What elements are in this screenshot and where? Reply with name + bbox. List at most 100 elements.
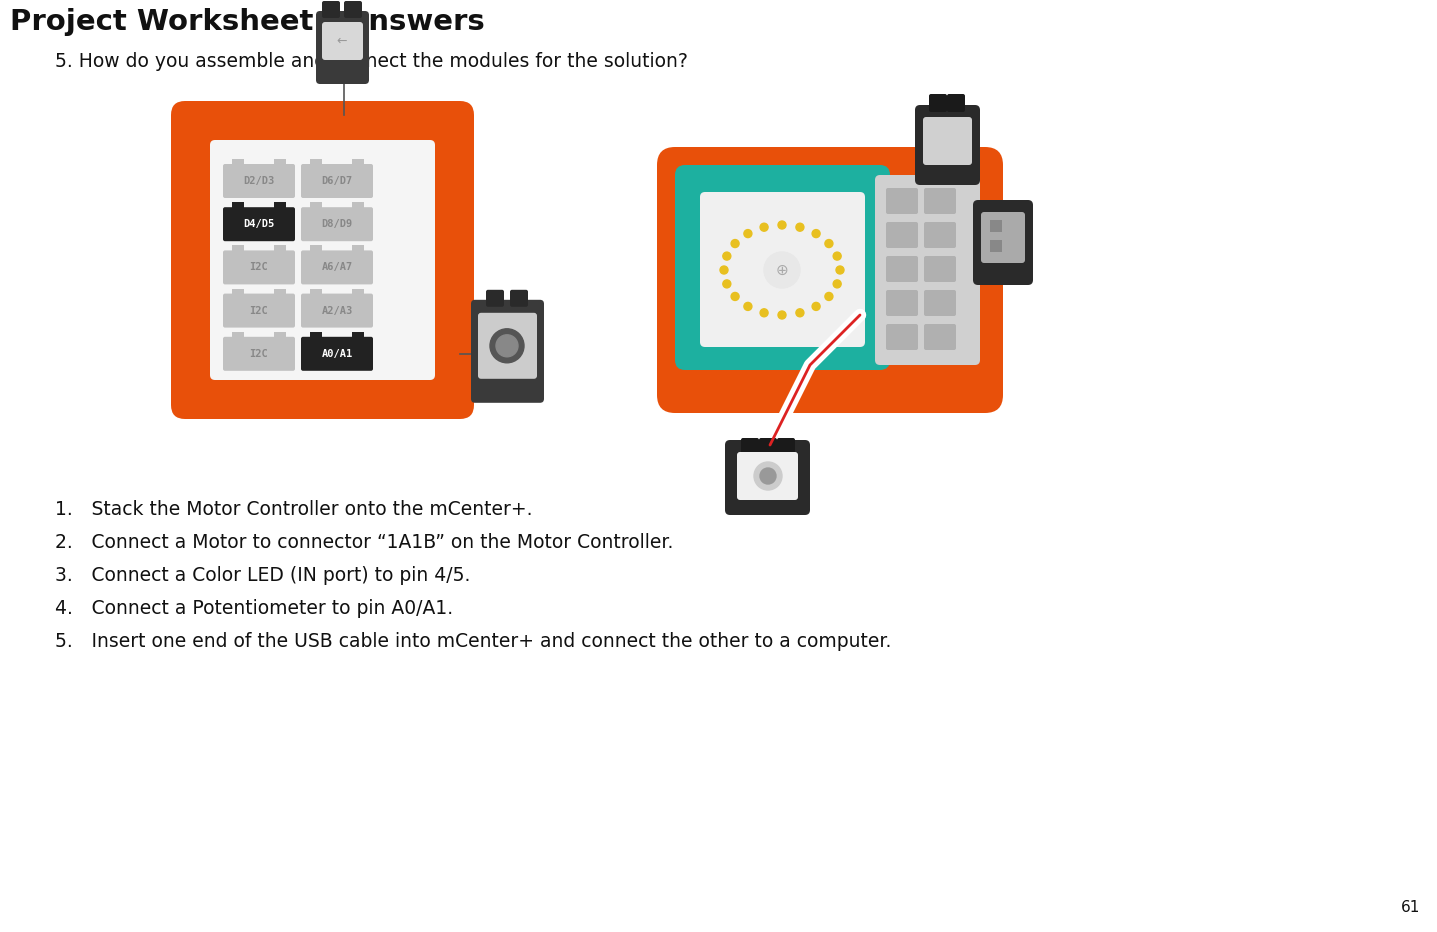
Text: A0/A1: A0/A1 [322, 349, 352, 359]
FancyBboxPatch shape [231, 202, 244, 209]
Circle shape [796, 223, 803, 231]
Text: D2/D3: D2/D3 [243, 176, 274, 186]
Text: A6/A7: A6/A7 [322, 263, 352, 272]
FancyBboxPatch shape [310, 202, 322, 209]
FancyBboxPatch shape [675, 165, 890, 370]
FancyBboxPatch shape [343, 1, 362, 18]
FancyBboxPatch shape [231, 159, 244, 166]
Circle shape [723, 252, 731, 260]
Text: 5. Insert one end of the USB cable into mCenter+ and connect the other to a comp: 5. Insert one end of the USB cable into … [55, 632, 891, 651]
Circle shape [760, 308, 769, 317]
Circle shape [836, 266, 844, 274]
FancyBboxPatch shape [471, 300, 545, 403]
FancyBboxPatch shape [887, 256, 918, 282]
Circle shape [744, 229, 752, 238]
Circle shape [723, 280, 731, 288]
Circle shape [731, 293, 739, 300]
FancyBboxPatch shape [231, 245, 244, 253]
FancyBboxPatch shape [924, 290, 956, 316]
FancyBboxPatch shape [990, 220, 1002, 232]
FancyBboxPatch shape [887, 290, 918, 316]
Text: D6/D7: D6/D7 [322, 176, 352, 186]
FancyBboxPatch shape [210, 140, 435, 380]
FancyBboxPatch shape [700, 192, 865, 347]
Text: I2C: I2C [250, 263, 269, 272]
FancyBboxPatch shape [510, 290, 527, 307]
Circle shape [833, 252, 841, 260]
FancyBboxPatch shape [274, 289, 286, 295]
Circle shape [777, 221, 786, 229]
FancyBboxPatch shape [300, 207, 374, 241]
Circle shape [812, 302, 821, 310]
FancyBboxPatch shape [486, 290, 504, 307]
FancyBboxPatch shape [352, 202, 364, 209]
Circle shape [754, 462, 782, 490]
FancyBboxPatch shape [223, 294, 295, 328]
FancyBboxPatch shape [887, 222, 918, 248]
FancyBboxPatch shape [322, 22, 364, 60]
Text: ←: ← [336, 34, 348, 48]
FancyBboxPatch shape [923, 117, 971, 165]
FancyBboxPatch shape [223, 207, 295, 241]
FancyBboxPatch shape [990, 240, 1002, 252]
Circle shape [760, 223, 769, 231]
Text: 1. Stack the Motor Controller onto the mCenter+.: 1. Stack the Motor Controller onto the m… [55, 500, 533, 519]
Text: A2/A3: A2/A3 [322, 306, 352, 316]
FancyBboxPatch shape [352, 245, 364, 253]
Text: 61: 61 [1401, 900, 1420, 915]
FancyBboxPatch shape [231, 289, 244, 295]
FancyBboxPatch shape [274, 202, 286, 209]
FancyBboxPatch shape [223, 251, 295, 284]
FancyBboxPatch shape [300, 336, 374, 371]
FancyBboxPatch shape [274, 159, 286, 166]
FancyBboxPatch shape [981, 212, 1025, 263]
FancyBboxPatch shape [928, 94, 947, 112]
Text: D8/D9: D8/D9 [322, 219, 352, 229]
FancyBboxPatch shape [924, 256, 956, 282]
FancyBboxPatch shape [741, 438, 759, 455]
FancyBboxPatch shape [947, 94, 966, 112]
FancyBboxPatch shape [223, 336, 295, 371]
Circle shape [731, 240, 739, 248]
FancyBboxPatch shape [274, 245, 286, 253]
Text: 5. How do you assemble and connect the modules for the solution?: 5. How do you assemble and connect the m… [55, 52, 688, 71]
Circle shape [496, 335, 517, 357]
FancyBboxPatch shape [310, 289, 322, 295]
FancyBboxPatch shape [310, 332, 322, 339]
Text: 2. Connect a Motor to connector “1A1B” on the Motor Controller.: 2. Connect a Motor to connector “1A1B” o… [55, 533, 674, 552]
Text: ⊕: ⊕ [776, 263, 789, 278]
Circle shape [812, 229, 821, 238]
Text: I2C: I2C [250, 306, 269, 316]
FancyBboxPatch shape [352, 289, 364, 295]
FancyBboxPatch shape [924, 222, 956, 248]
FancyBboxPatch shape [310, 245, 322, 253]
FancyBboxPatch shape [777, 438, 795, 455]
FancyBboxPatch shape [231, 332, 244, 339]
Text: Project Worksheet - Answers: Project Worksheet - Answers [10, 8, 484, 36]
FancyBboxPatch shape [352, 332, 364, 339]
FancyBboxPatch shape [300, 164, 374, 198]
FancyBboxPatch shape [759, 438, 777, 455]
FancyBboxPatch shape [924, 324, 956, 350]
FancyBboxPatch shape [973, 200, 1033, 285]
Text: I2C: I2C [250, 349, 269, 359]
Text: 3. Connect a Color LED (IN port) to pin 4/5.: 3. Connect a Color LED (IN port) to pin … [55, 566, 470, 585]
FancyBboxPatch shape [657, 147, 1003, 413]
Circle shape [764, 252, 800, 288]
FancyBboxPatch shape [310, 159, 322, 166]
Circle shape [825, 240, 833, 248]
Text: D4/D5: D4/D5 [243, 219, 274, 229]
Circle shape [720, 266, 729, 274]
Circle shape [796, 308, 803, 317]
Text: 4. Connect a Potentiometer to pin A0/A1.: 4. Connect a Potentiometer to pin A0/A1. [55, 599, 453, 618]
FancyBboxPatch shape [479, 313, 537, 378]
Circle shape [833, 280, 841, 288]
FancyBboxPatch shape [223, 164, 295, 198]
FancyBboxPatch shape [300, 294, 374, 328]
Circle shape [490, 329, 525, 363]
FancyBboxPatch shape [887, 324, 918, 350]
FancyBboxPatch shape [887, 188, 918, 214]
Circle shape [744, 302, 752, 310]
FancyBboxPatch shape [171, 101, 474, 419]
FancyBboxPatch shape [737, 452, 798, 500]
